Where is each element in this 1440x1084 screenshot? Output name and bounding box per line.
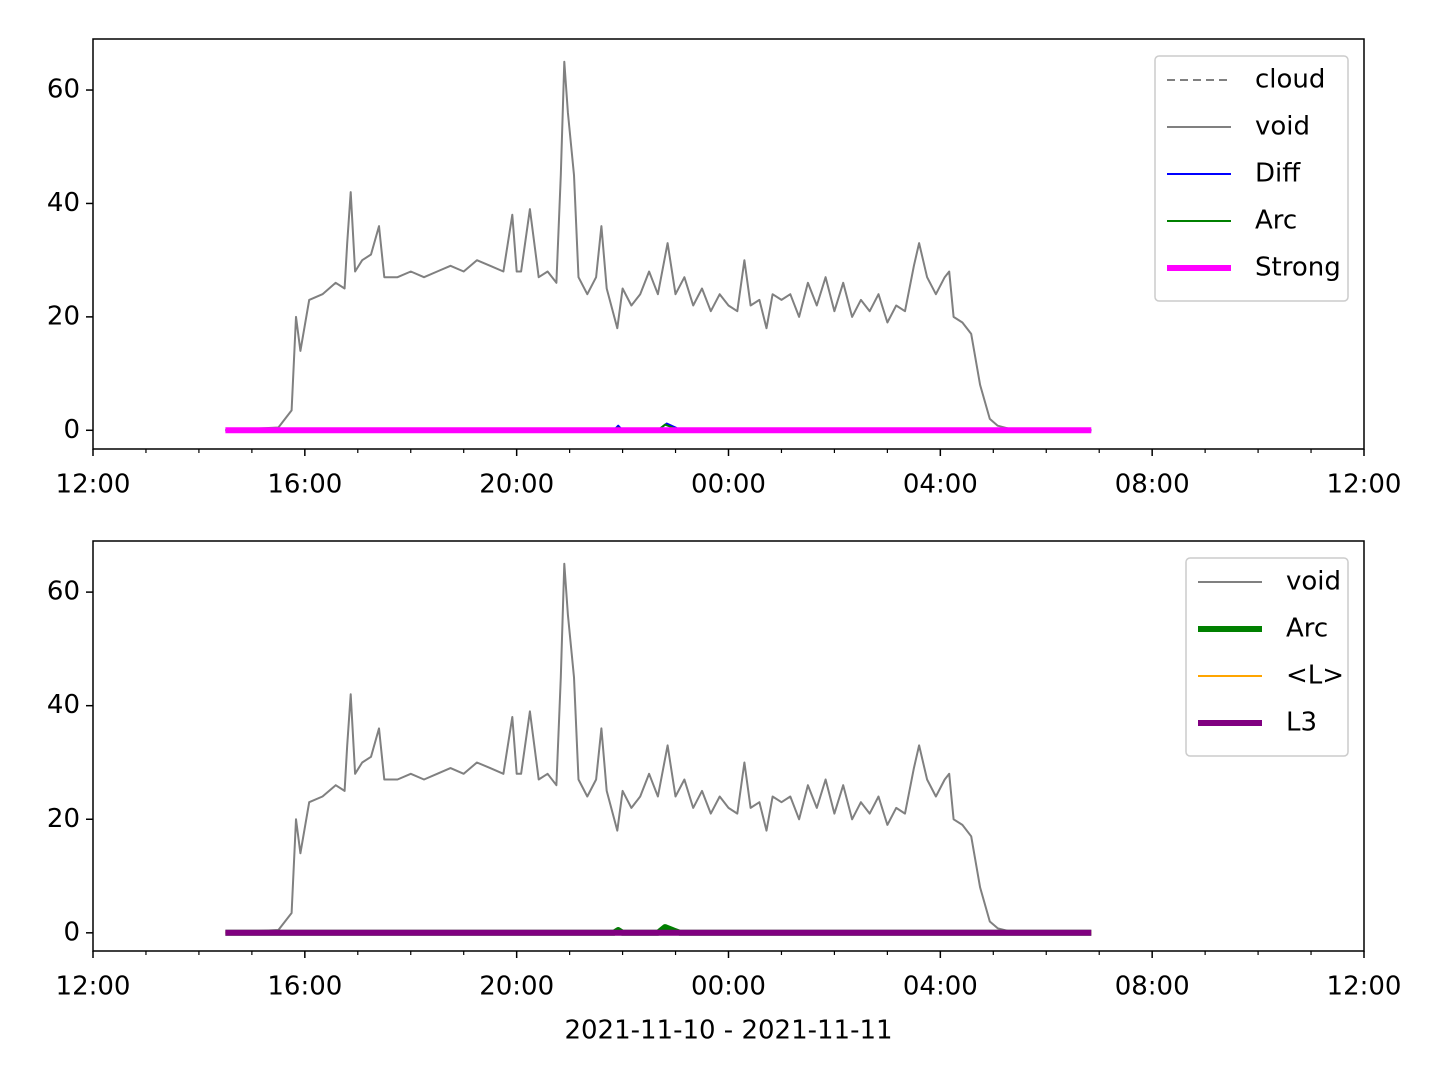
- legend-label: void: [1286, 567, 1341, 597]
- legend-label: <L>: [1286, 661, 1344, 691]
- x-tick-label: 12:00: [1327, 470, 1402, 500]
- legend-box: [1185, 557, 1349, 757]
- y-tick-label: 0: [63, 917, 80, 947]
- axes-frame: [92, 38, 1365, 450]
- legend-box: [1154, 55, 1349, 302]
- y-tick-label: 20: [47, 804, 80, 834]
- legend-label: Arc: [1286, 614, 1328, 644]
- legend-label: L3: [1286, 708, 1317, 738]
- legend-label: Arc: [1255, 206, 1297, 236]
- legend-label: Diff: [1255, 159, 1301, 189]
- legend-label: Strong: [1255, 253, 1341, 283]
- axes: 0 20 40 60 12:00 16:00 20:00 00:00 04:00 08:00 12:…: [47, 38, 1402, 500]
- axes: 0 20 40 60 12:00 16:00 20:00 00:00 04:00 08:00 12:…: [47, 540, 1402, 1046]
- x-axis-label: 2021-11-10 - 2021-11-11: [564, 1016, 892, 1046]
- x-tick-label: 12:00: [56, 972, 131, 1002]
- x-tick-label: 00:00: [691, 972, 766, 1002]
- y-tick-label: 40: [47, 188, 80, 218]
- series-line: [225, 60, 1092, 432]
- x-tick-label: 08:00: [1115, 470, 1190, 500]
- y-tick-label: 40: [47, 690, 80, 720]
- y-tick-label: 20: [47, 301, 80, 331]
- axes-frame: [92, 540, 1365, 952]
- plot-lines: [225, 562, 1092, 936]
- series-line: [225, 562, 1092, 934]
- plot-lines: [225, 60, 1092, 434]
- x-tick-label: 04:00: [903, 470, 978, 500]
- x-tick-label: 16:00: [267, 972, 342, 1002]
- y-tick-label: 0: [63, 415, 80, 445]
- x-tick-label: 20:00: [479, 470, 554, 500]
- x-tick-label: 16:00: [267, 470, 342, 500]
- x-tick-label: 12:00: [1327, 972, 1402, 1002]
- y-tick-label: 60: [47, 75, 80, 105]
- x-tick-label: 04:00: [903, 972, 978, 1002]
- legend-label: cloud: [1255, 65, 1325, 95]
- x-tick-label: 20:00: [479, 972, 554, 1002]
- legend-label: void: [1255, 112, 1310, 142]
- y-tick-label: 60: [47, 577, 80, 607]
- x-tick-label: 08:00: [1115, 972, 1190, 1002]
- x-tick-label: 00:00: [691, 470, 766, 500]
- x-tick-label: 12:00: [56, 470, 131, 500]
